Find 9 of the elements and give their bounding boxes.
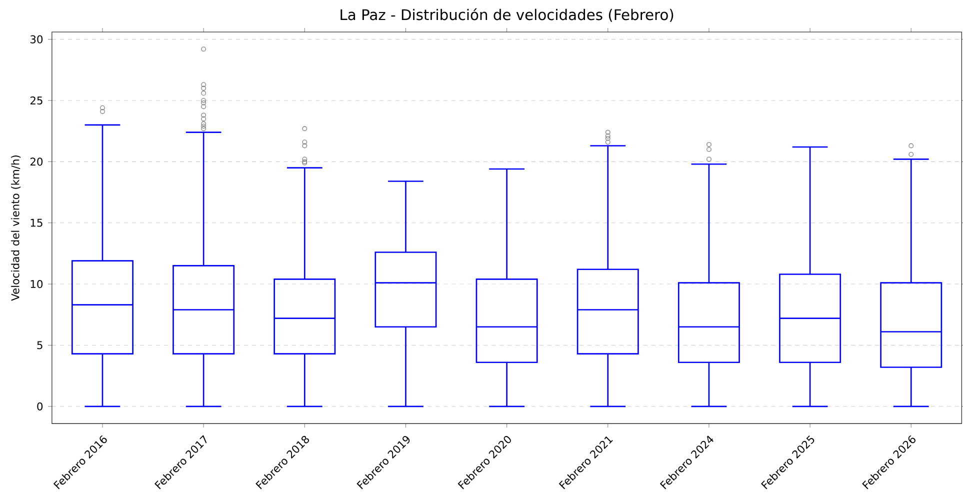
y-tick-label: 0 — [37, 402, 43, 410]
y-axis-title: Velocidad del viento (km/h) — [11, 155, 21, 301]
y-tick-label: 30 — [30, 35, 43, 44]
y-tick-label: 10 — [30, 280, 43, 288]
y-tick-label: 20 — [30, 158, 43, 166]
chart-title: La Paz - Distribución de velocidades (Febrero) — [340, 8, 674, 22]
y-tick-label: 15 — [30, 218, 42, 227]
y-tick-label: 5 — [37, 341, 42, 350]
y-tick-label: 25 — [30, 96, 42, 104]
